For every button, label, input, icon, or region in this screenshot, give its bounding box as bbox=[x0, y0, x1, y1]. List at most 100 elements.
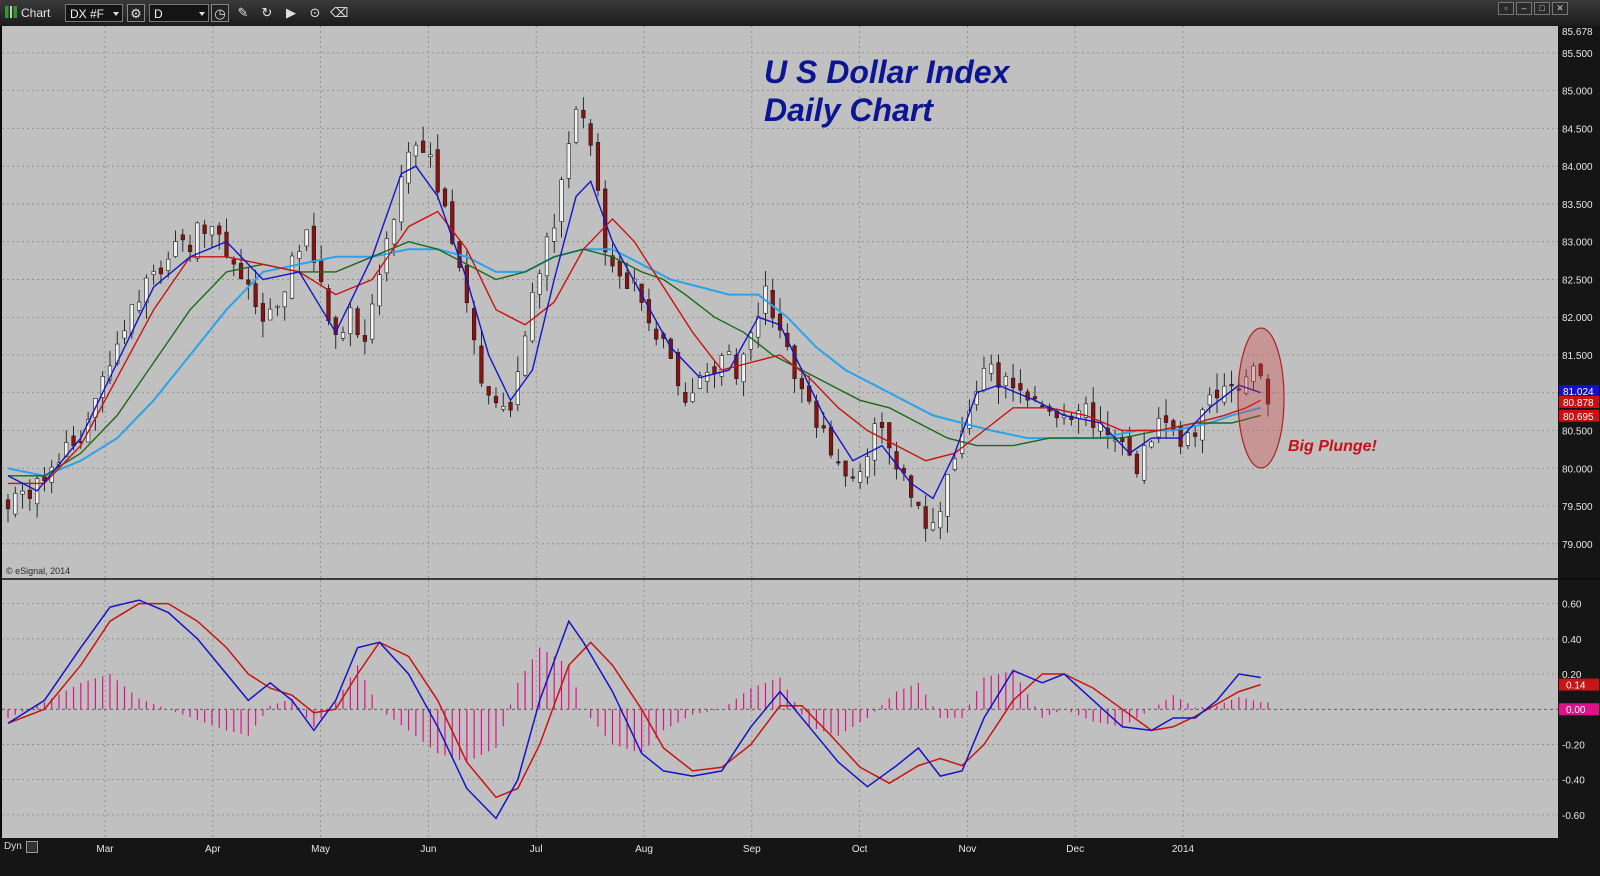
play-icon[interactable]: ▶ bbox=[286, 5, 296, 20]
big-plunge-highlight bbox=[1237, 327, 1285, 469]
candle-body bbox=[887, 422, 892, 449]
price-tick-label: 80.000 bbox=[1562, 464, 1593, 475]
macd-tick-label: 0.20 bbox=[1562, 670, 1582, 681]
candle-body bbox=[1185, 432, 1190, 446]
candle-body bbox=[537, 273, 542, 295]
x-tick-label: Oct bbox=[852, 844, 868, 855]
chart-app-icon bbox=[5, 6, 17, 18]
candle-body bbox=[981, 368, 987, 391]
candle-body bbox=[1003, 376, 1008, 386]
candle-body bbox=[479, 345, 484, 384]
price-pane[interactable]: 79.00079.50080.00080.50081.00081.50082.0… bbox=[2, 26, 1599, 578]
candle-body bbox=[202, 224, 207, 234]
candle-body bbox=[1236, 388, 1241, 391]
candle-body bbox=[428, 154, 433, 157]
candle-body bbox=[1265, 378, 1271, 405]
scale-toggle-icon[interactable] bbox=[26, 841, 38, 853]
window-title: Chart bbox=[21, 6, 51, 20]
candle-body bbox=[13, 493, 18, 515]
chart-area[interactable]: 79.00079.50080.00080.50081.00081.50082.0… bbox=[0, 26, 1600, 838]
copyright-label: © eSignal, 2014 bbox=[6, 566, 70, 576]
price-tick-label: 82.000 bbox=[1562, 313, 1593, 324]
refresh-icon[interactable]: ↻ bbox=[261, 5, 273, 20]
price-tick-label: 83.500 bbox=[1562, 200, 1593, 211]
candle-body bbox=[595, 142, 601, 191]
candle-body bbox=[996, 362, 1001, 388]
macd-pane[interactable]: -0.60-0.40-0.200.000.200.400.600.140.00 bbox=[2, 580, 1599, 838]
close-icon[interactable]: ✕ bbox=[1552, 2, 1568, 15]
candle-body bbox=[697, 375, 703, 389]
window-title-bar: Chart DX #F ⚙ D ◷ ✎ ↻ ▶ ⊙ ⌫ ▫ – □ ✕ bbox=[0, 0, 1600, 27]
candle-body bbox=[231, 259, 236, 265]
candle-body bbox=[421, 140, 426, 153]
candle-body bbox=[180, 234, 185, 241]
maximize-icon[interactable]: □ bbox=[1534, 2, 1550, 15]
candle-body bbox=[690, 392, 695, 402]
candle-body bbox=[508, 401, 513, 411]
candle-body bbox=[1091, 402, 1096, 428]
candle-body bbox=[566, 143, 571, 179]
chart-title-line: U S Dollar Index bbox=[764, 54, 1011, 90]
candle-body bbox=[617, 260, 622, 277]
price-tick-label: 84.000 bbox=[1562, 162, 1593, 173]
zoom-icon[interactable]: ⊙ bbox=[309, 5, 321, 20]
candle-body bbox=[399, 176, 404, 223]
interval-selector[interactable]: D bbox=[149, 4, 209, 22]
candle-body bbox=[1032, 396, 1038, 400]
candle-body bbox=[610, 255, 615, 267]
candle-body bbox=[559, 179, 564, 222]
candle-body bbox=[195, 222, 200, 259]
candle-body bbox=[435, 149, 440, 193]
candle-body bbox=[1222, 385, 1227, 403]
candle-body bbox=[275, 305, 280, 308]
candle-body bbox=[777, 313, 783, 331]
candle-body bbox=[814, 400, 819, 428]
candle-body bbox=[326, 288, 331, 322]
candle-body bbox=[187, 244, 193, 253]
x-tick-label: Apr bbox=[205, 844, 221, 855]
eraser-icon[interactable]: ⌫ bbox=[330, 5, 349, 20]
candle-body bbox=[530, 292, 535, 342]
gear-icon[interactable]: ⚙ bbox=[127, 4, 145, 22]
pencil-icon[interactable]: ✎ bbox=[237, 5, 249, 20]
candle-body bbox=[217, 225, 222, 235]
candle-body bbox=[938, 511, 943, 529]
candle-body bbox=[1156, 418, 1161, 438]
candle-body bbox=[843, 460, 848, 477]
macd-tick-label: -0.60 bbox=[1562, 811, 1585, 822]
candle-body bbox=[858, 471, 863, 483]
candle-body bbox=[792, 345, 797, 379]
candle-body bbox=[238, 263, 244, 280]
pane-divider[interactable] bbox=[2, 578, 1558, 580]
candle-body bbox=[588, 123, 593, 146]
candle-body bbox=[930, 522, 936, 531]
candle-body bbox=[246, 279, 251, 285]
candle-body bbox=[654, 328, 659, 340]
candle-body bbox=[799, 378, 804, 390]
candle-body bbox=[173, 241, 178, 257]
macd-tick-label: 0.40 bbox=[1562, 635, 1582, 646]
candle-body bbox=[581, 109, 586, 119]
ma-50-line bbox=[8, 240, 1261, 477]
value-tag-label: 80.695 bbox=[1563, 412, 1594, 423]
clock-icon[interactable]: ◷ bbox=[211, 4, 229, 22]
candle-body bbox=[952, 458, 957, 470]
candle-body bbox=[406, 151, 411, 184]
candle-body bbox=[100, 376, 105, 398]
macd-value-tag-box bbox=[1559, 703, 1599, 716]
price-tick-label: 79.000 bbox=[1562, 540, 1593, 551]
candle-body bbox=[362, 335, 367, 342]
candle-body bbox=[136, 301, 142, 311]
price-tick-label: 80.500 bbox=[1562, 427, 1593, 438]
price-axis-background bbox=[1558, 26, 1600, 578]
x-tick-label: May bbox=[311, 844, 330, 855]
macd-value-tag-box bbox=[1559, 678, 1599, 691]
date-axis-bar: Dyn Mar Apr May Jun Jul Aug Sep Oct Nov Dec 2014 bbox=[0, 838, 1600, 876]
minimize-icon[interactable]: – bbox=[1516, 2, 1532, 15]
candle-body bbox=[501, 406, 506, 410]
symbol-selector[interactable]: DX #F bbox=[65, 4, 123, 22]
candle-body bbox=[1142, 445, 1147, 481]
candle-body bbox=[1193, 432, 1198, 437]
restore-icon[interactable]: ▫ bbox=[1498, 2, 1514, 15]
candle-body bbox=[304, 229, 309, 247]
